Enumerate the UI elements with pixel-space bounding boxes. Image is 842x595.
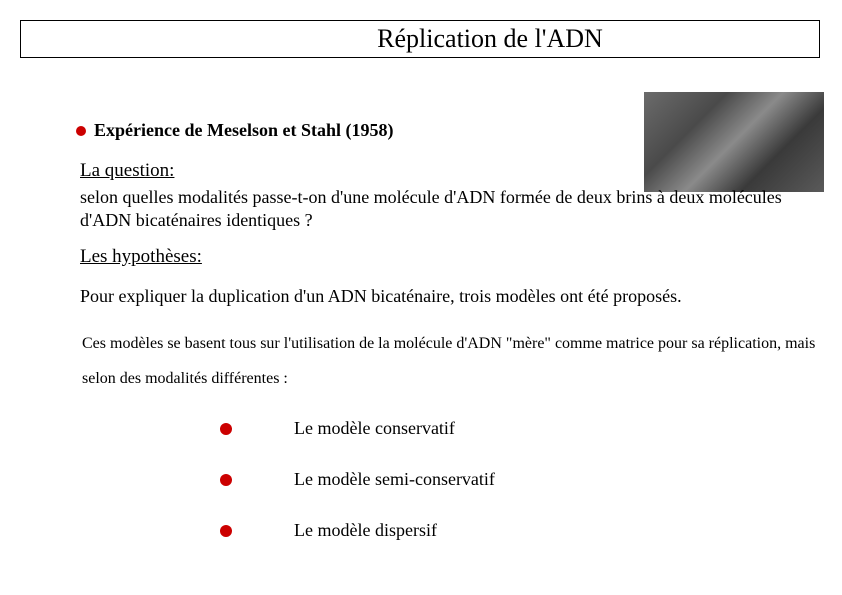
- bullet-icon: [220, 423, 232, 435]
- question-heading: La question:: [80, 160, 174, 182]
- experiment-label: Expérience de Meselson et Stahl (1958): [94, 120, 393, 141]
- list-item: Le modèle dispersif: [220, 520, 495, 541]
- page-title: Réplication de l'ADN: [237, 24, 603, 54]
- question-body: selon quelles modalités passe-t-on d'une…: [80, 186, 800, 231]
- model-label: Le modèle dispersif: [294, 520, 437, 541]
- hypotheses-body2: Ces modèles se basent tous sur l'utilisa…: [82, 326, 822, 396]
- title-box: Réplication de l'ADN: [20, 20, 820, 58]
- model-label: Le modèle conservatif: [294, 418, 455, 439]
- scientists-photo: [644, 92, 824, 192]
- experiment-line: Expérience de Meselson et Stahl (1958): [76, 120, 393, 141]
- list-item: Le modèle semi-conservatif: [220, 469, 495, 490]
- bullet-icon: [76, 126, 86, 136]
- hypotheses-body1: Pour expliquer la duplication d'un ADN b…: [80, 286, 820, 307]
- model-list: Le modèle conservatif Le modèle semi-con…: [220, 418, 495, 571]
- bullet-icon: [220, 525, 232, 537]
- model-label: Le modèle semi-conservatif: [294, 469, 495, 490]
- hypotheses-heading: Les hypothèses:: [80, 246, 202, 268]
- bullet-icon: [220, 474, 232, 486]
- list-item: Le modèle conservatif: [220, 418, 495, 439]
